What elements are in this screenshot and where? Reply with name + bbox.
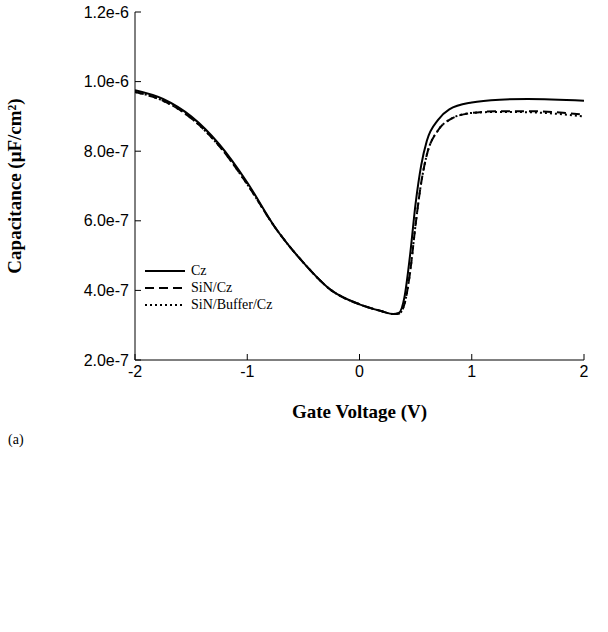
- svg-text:2.0e-7: 2.0e-7: [84, 352, 129, 369]
- svg-text:Gate Voltage (V): Gate Voltage (V): [292, 401, 427, 423]
- svg-text:4.0e-7: 4.0e-7: [84, 282, 129, 299]
- svg-text:0: 0: [355, 363, 364, 380]
- svg-text:-2: -2: [128, 363, 142, 380]
- svg-text:-1: -1: [240, 363, 254, 380]
- svg-text:6.0e-7: 6.0e-7: [84, 212, 129, 229]
- svg-text:8.0e-7: 8.0e-7: [84, 143, 129, 160]
- svg-text:1.2e-6: 1.2e-6: [84, 4, 129, 21]
- svg-text:Capacitance (μF/cm²): Capacitance (μF/cm²): [4, 98, 26, 273]
- html-text:SiN/Cz: SiN/Cz: [191, 279, 233, 295]
- svg-text:1.0e-6: 1.0e-6: [84, 73, 129, 90]
- svg-text:1: 1: [467, 363, 476, 380]
- html-text:(a): (a): [8, 432, 24, 447]
- html-text:Cz: Cz: [191, 262, 207, 278]
- svg-text:2: 2: [580, 363, 589, 380]
- html-text:SiN/Buffer/Cz: SiN/Buffer/Cz: [191, 296, 273, 312]
